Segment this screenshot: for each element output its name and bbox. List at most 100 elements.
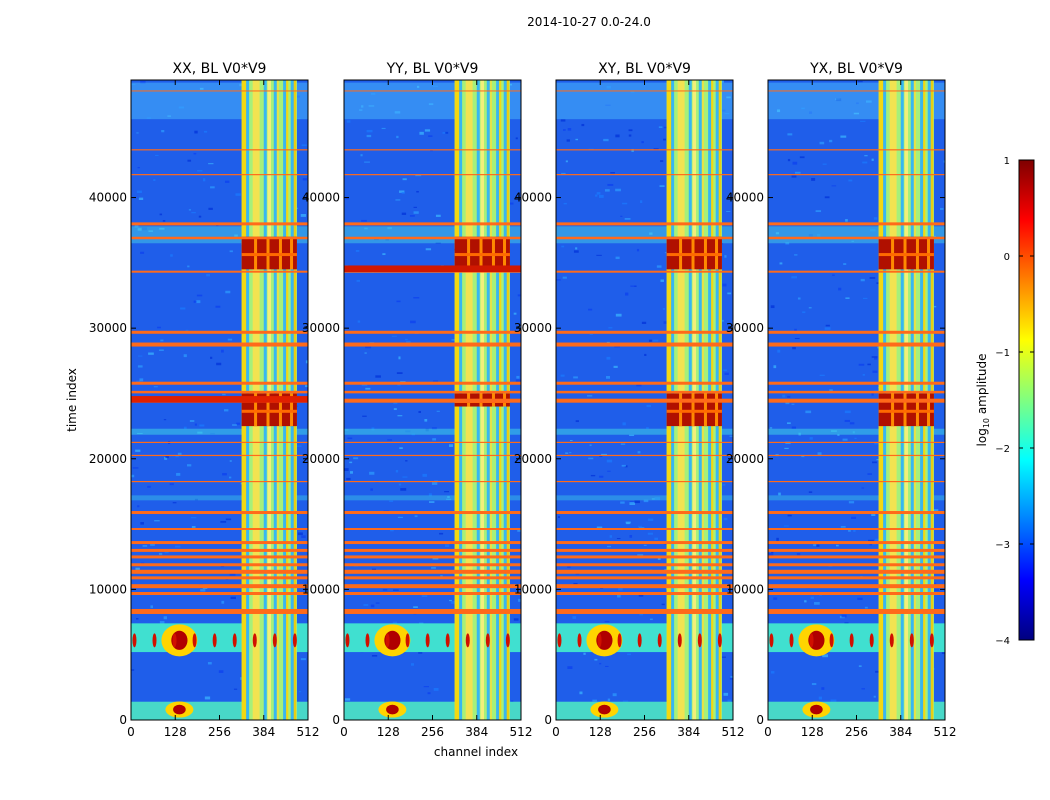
- rfi-time-line: [131, 548, 308, 552]
- noise-speck: [162, 220, 166, 222]
- rfi-time-line: [556, 569, 733, 574]
- noise-speck: [418, 410, 421, 413]
- burst-divider: [715, 393, 719, 427]
- noise-speck: [569, 440, 573, 442]
- noise-speck: [406, 340, 411, 344]
- rfi-time-line: [556, 236, 733, 240]
- noise-speck: [620, 215, 623, 217]
- burst-divider: [266, 393, 270, 427]
- noise-speck: [787, 514, 792, 517]
- noise-speck: [808, 491, 813, 493]
- noise-speck: [799, 156, 805, 159]
- rfi-cyan-band: [344, 428, 521, 435]
- x-tick-label: 256: [633, 725, 656, 739]
- noise-speck: [567, 566, 571, 568]
- noise-speck: [561, 245, 565, 248]
- noise-speck: [556, 279, 561, 281]
- noise-speck: [801, 107, 805, 110]
- noise-speck: [175, 455, 179, 458]
- colorbar-tick-label: −4: [995, 636, 1010, 647]
- noise-speck: [297, 532, 303, 536]
- noise-speck: [569, 452, 572, 454]
- noise-speck: [190, 517, 197, 519]
- x-tick-label: 256: [421, 725, 444, 739]
- rfi-time-line: [556, 555, 733, 559]
- heatmap-panel: XX, BL V0*V9 0 128 256 384 512 0 10000 20000 3000…: [89, 61, 320, 739]
- rfi-time-line: [131, 480, 308, 483]
- rfi-spike: [869, 633, 874, 648]
- noise-speck: [229, 250, 233, 253]
- noise-speck: [814, 602, 820, 605]
- rfi-time-line: [131, 563, 308, 567]
- rfi-cyan-band: [768, 428, 945, 435]
- rfi-time-line: [556, 563, 733, 567]
- noise-speck: [589, 334, 593, 336]
- noise-speck: [647, 532, 653, 535]
- rfi-spike: [485, 633, 490, 648]
- noise-speck: [346, 120, 351, 123]
- noise-speck: [369, 471, 375, 475]
- noise-speck: [446, 498, 452, 501]
- noise-speck: [191, 212, 196, 214]
- noise-speck: [398, 356, 401, 360]
- rfi-time-line: [768, 584, 945, 589]
- noise-speck: [393, 402, 398, 405]
- noise-speck: [187, 159, 192, 162]
- noise-speck: [428, 493, 432, 497]
- noise-speck: [722, 283, 727, 287]
- heatmap-body: [344, 80, 521, 720]
- noise-speck: [596, 254, 602, 256]
- rfi-time-line: [344, 174, 521, 176]
- noise-speck: [413, 606, 418, 608]
- noise-speck: [778, 492, 781, 496]
- noise-speck: [835, 544, 839, 547]
- noise-speck: [395, 469, 399, 473]
- noise-speck: [371, 654, 378, 657]
- noise-speck: [208, 163, 214, 165]
- burst-divider: [903, 393, 907, 427]
- noise-speck: [136, 132, 139, 134]
- rfi-time-line: [556, 441, 733, 443]
- noise-speck: [792, 161, 798, 165]
- noise-speck: [801, 455, 805, 458]
- y-tick-label: 20000: [514, 452, 552, 466]
- noise-speck: [662, 308, 665, 310]
- noise-speck: [508, 202, 514, 205]
- noise-speck: [727, 292, 732, 295]
- rfi-spike: [597, 633, 602, 648]
- noise-speck: [565, 452, 569, 454]
- rfi-time-line: [344, 528, 521, 530]
- rfi-hotspot-core: [810, 704, 823, 715]
- x-tick-label: 128: [801, 725, 824, 739]
- noise-speck: [215, 305, 221, 308]
- noise-speck: [785, 402, 790, 405]
- noise-speck: [225, 518, 232, 521]
- burst-divider: [878, 409, 934, 413]
- rfi-time-line: [344, 222, 521, 226]
- noise-speck: [557, 516, 561, 518]
- noise-speck: [864, 155, 868, 157]
- rfi-time-line: [131, 270, 308, 273]
- noise-speck: [401, 191, 405, 194]
- rfi-time-line: [768, 528, 945, 530]
- noise-speck: [301, 535, 306, 538]
- noise-speck: [872, 370, 878, 373]
- noise-speck: [382, 588, 388, 591]
- noise-speck: [176, 472, 181, 476]
- noise-speck: [183, 354, 187, 358]
- burst-divider: [290, 393, 294, 427]
- panel-title: XX, BL V0*V9: [173, 61, 267, 77]
- noise-speck: [416, 190, 419, 193]
- rfi-time-line: [768, 454, 945, 457]
- noise-speck: [154, 520, 160, 522]
- x-tick-label: 384: [889, 725, 912, 739]
- noise-speck: [596, 192, 601, 195]
- y-tick-label: 30000: [514, 321, 552, 335]
- noise-speck: [873, 217, 878, 220]
- y-tick-label: 0: [119, 713, 127, 727]
- noise-speck: [349, 471, 353, 474]
- noise-speck: [620, 501, 625, 504]
- rfi-time-line: [556, 548, 733, 552]
- noise-speck: [588, 457, 594, 460]
- noise-speck: [393, 589, 399, 591]
